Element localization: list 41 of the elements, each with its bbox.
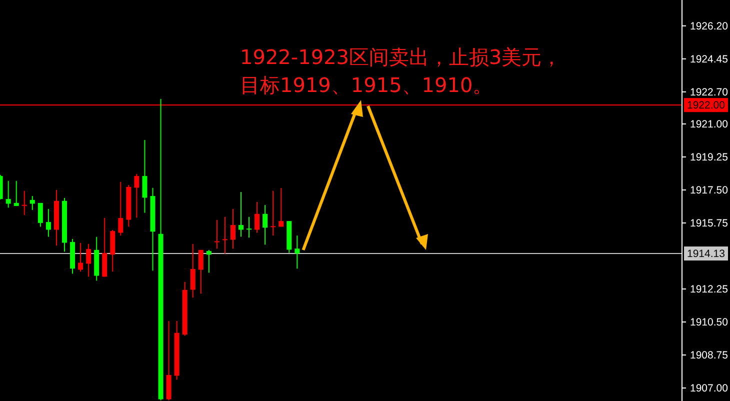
y-tick-label: 1924.45	[690, 54, 728, 66]
annotation: 1922-1923区间卖出，止损3美元，	[240, 45, 562, 69]
candlestick	[254, 202, 260, 234]
ref-line-label: 1922.00	[687, 100, 726, 112]
candlestick	[214, 219, 220, 250]
annotation: 目标1919、1915、1910。	[240, 73, 493, 97]
y-tick-label: 1908.75	[690, 350, 728, 362]
candlestick	[30, 195, 35, 210]
candlestick	[134, 173, 140, 218]
candlestick	[238, 192, 244, 238]
candlestick	[270, 190, 276, 236]
candlestick	[6, 180, 11, 208]
candlestick	[246, 216, 252, 238]
candlestick	[262, 204, 268, 246]
ref-line-label: 1914.13	[687, 248, 726, 260]
candlestick	[190, 243, 196, 298]
candlestick	[86, 243, 92, 278]
y-tick-label: 1907.00	[690, 382, 728, 395]
candlestick	[110, 229, 116, 272]
y-tick-label: 1921.00	[690, 118, 728, 131]
y-tick-label: 1922.70	[690, 86, 728, 99]
candlestick	[206, 249, 212, 274]
candlestick	[46, 208, 51, 238]
y-tick-label: 1926.20	[690, 20, 728, 33]
y-tick-label: 1910.50	[690, 316, 728, 329]
candlestick	[14, 180, 19, 206]
candlestick	[198, 249, 204, 294]
y-tick-label: 1919.25	[690, 152, 728, 164]
y-tick-label: 1915.75	[690, 218, 728, 230]
y-tick-label: 1912.25	[690, 284, 728, 296]
y-tick-label: 1917.50	[690, 184, 728, 197]
candlestick	[142, 139, 148, 214]
candlestick	[294, 235, 300, 270]
candlestick	[222, 216, 228, 254]
candlestick	[38, 202, 43, 228]
candlestick	[278, 188, 284, 228]
candlestick	[22, 190, 27, 216]
candlestick	[118, 182, 124, 236]
candlestick	[78, 242, 84, 272]
candlestick	[230, 208, 236, 250]
candlestick	[102, 218, 108, 278]
